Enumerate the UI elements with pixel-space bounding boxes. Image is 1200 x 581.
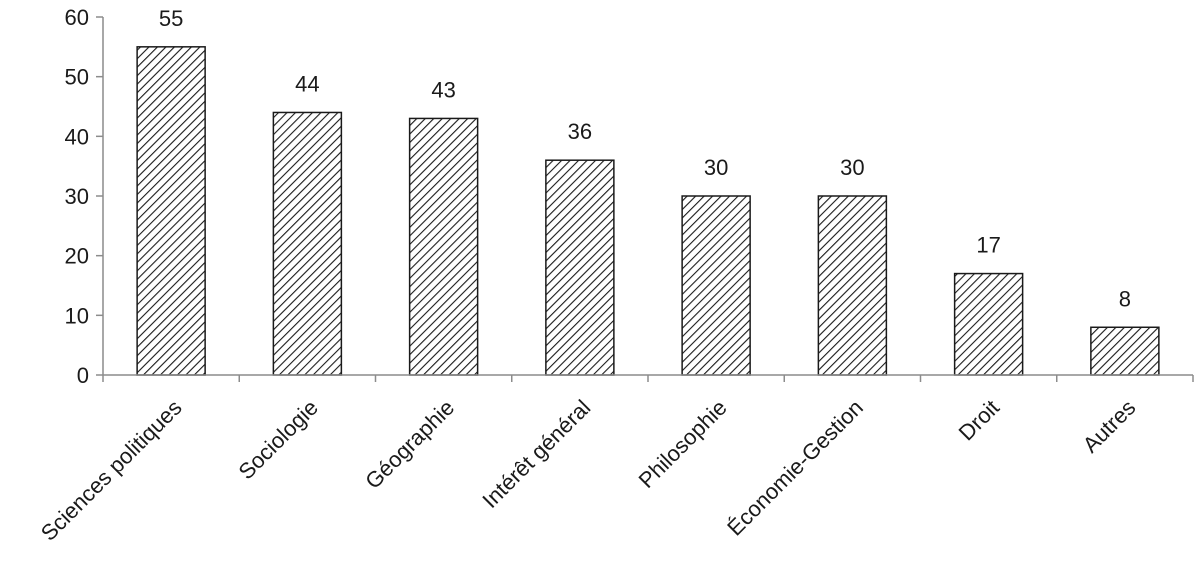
bar	[136, 46, 206, 376]
category-label: Autres	[1078, 395, 1141, 458]
bar	[1090, 326, 1160, 376]
y-tick-label: 10	[65, 303, 89, 328]
category-label: Sciences politiques	[36, 395, 187, 546]
data-label: 55	[159, 6, 183, 31]
bar	[272, 111, 343, 376]
category-label: Sociologie	[233, 395, 322, 484]
bar	[408, 117, 479, 376]
category-labels: Sciences politiques Sociologie Géographie I…	[36, 395, 1141, 546]
bar	[817, 195, 888, 376]
data-label: 30	[704, 155, 728, 180]
y-axis-ticks: 0 10 20 30 40 50 60	[65, 5, 103, 388]
y-tick-label: 30	[65, 184, 89, 209]
category-label: Économie-Gestion	[722, 395, 868, 541]
bar	[953, 272, 1024, 376]
category-label: Intérêt général	[477, 395, 595, 513]
bar	[681, 195, 751, 376]
category-label: Géographie	[360, 395, 459, 494]
data-label: 43	[431, 77, 455, 102]
data-label: 44	[295, 71, 319, 96]
y-tick-label: 60	[65, 5, 89, 30]
y-tick-label: 0	[77, 363, 89, 388]
y-tick-label: 40	[65, 124, 89, 149]
y-tick-label: 20	[65, 244, 89, 269]
category-label: Philosophie	[634, 395, 732, 493]
data-label: 17	[976, 233, 1000, 258]
data-label: 30	[840, 155, 864, 180]
data-label: 8	[1119, 286, 1131, 311]
category-label: Droit	[954, 395, 1005, 446]
data-label: 36	[568, 119, 592, 144]
y-tick-label: 50	[65, 65, 89, 90]
axes	[102, 17, 1194, 382]
bar	[545, 159, 615, 376]
bars	[136, 46, 1160, 376]
data-labels: 55 44 43 36 30 30 17 8	[159, 6, 1131, 311]
